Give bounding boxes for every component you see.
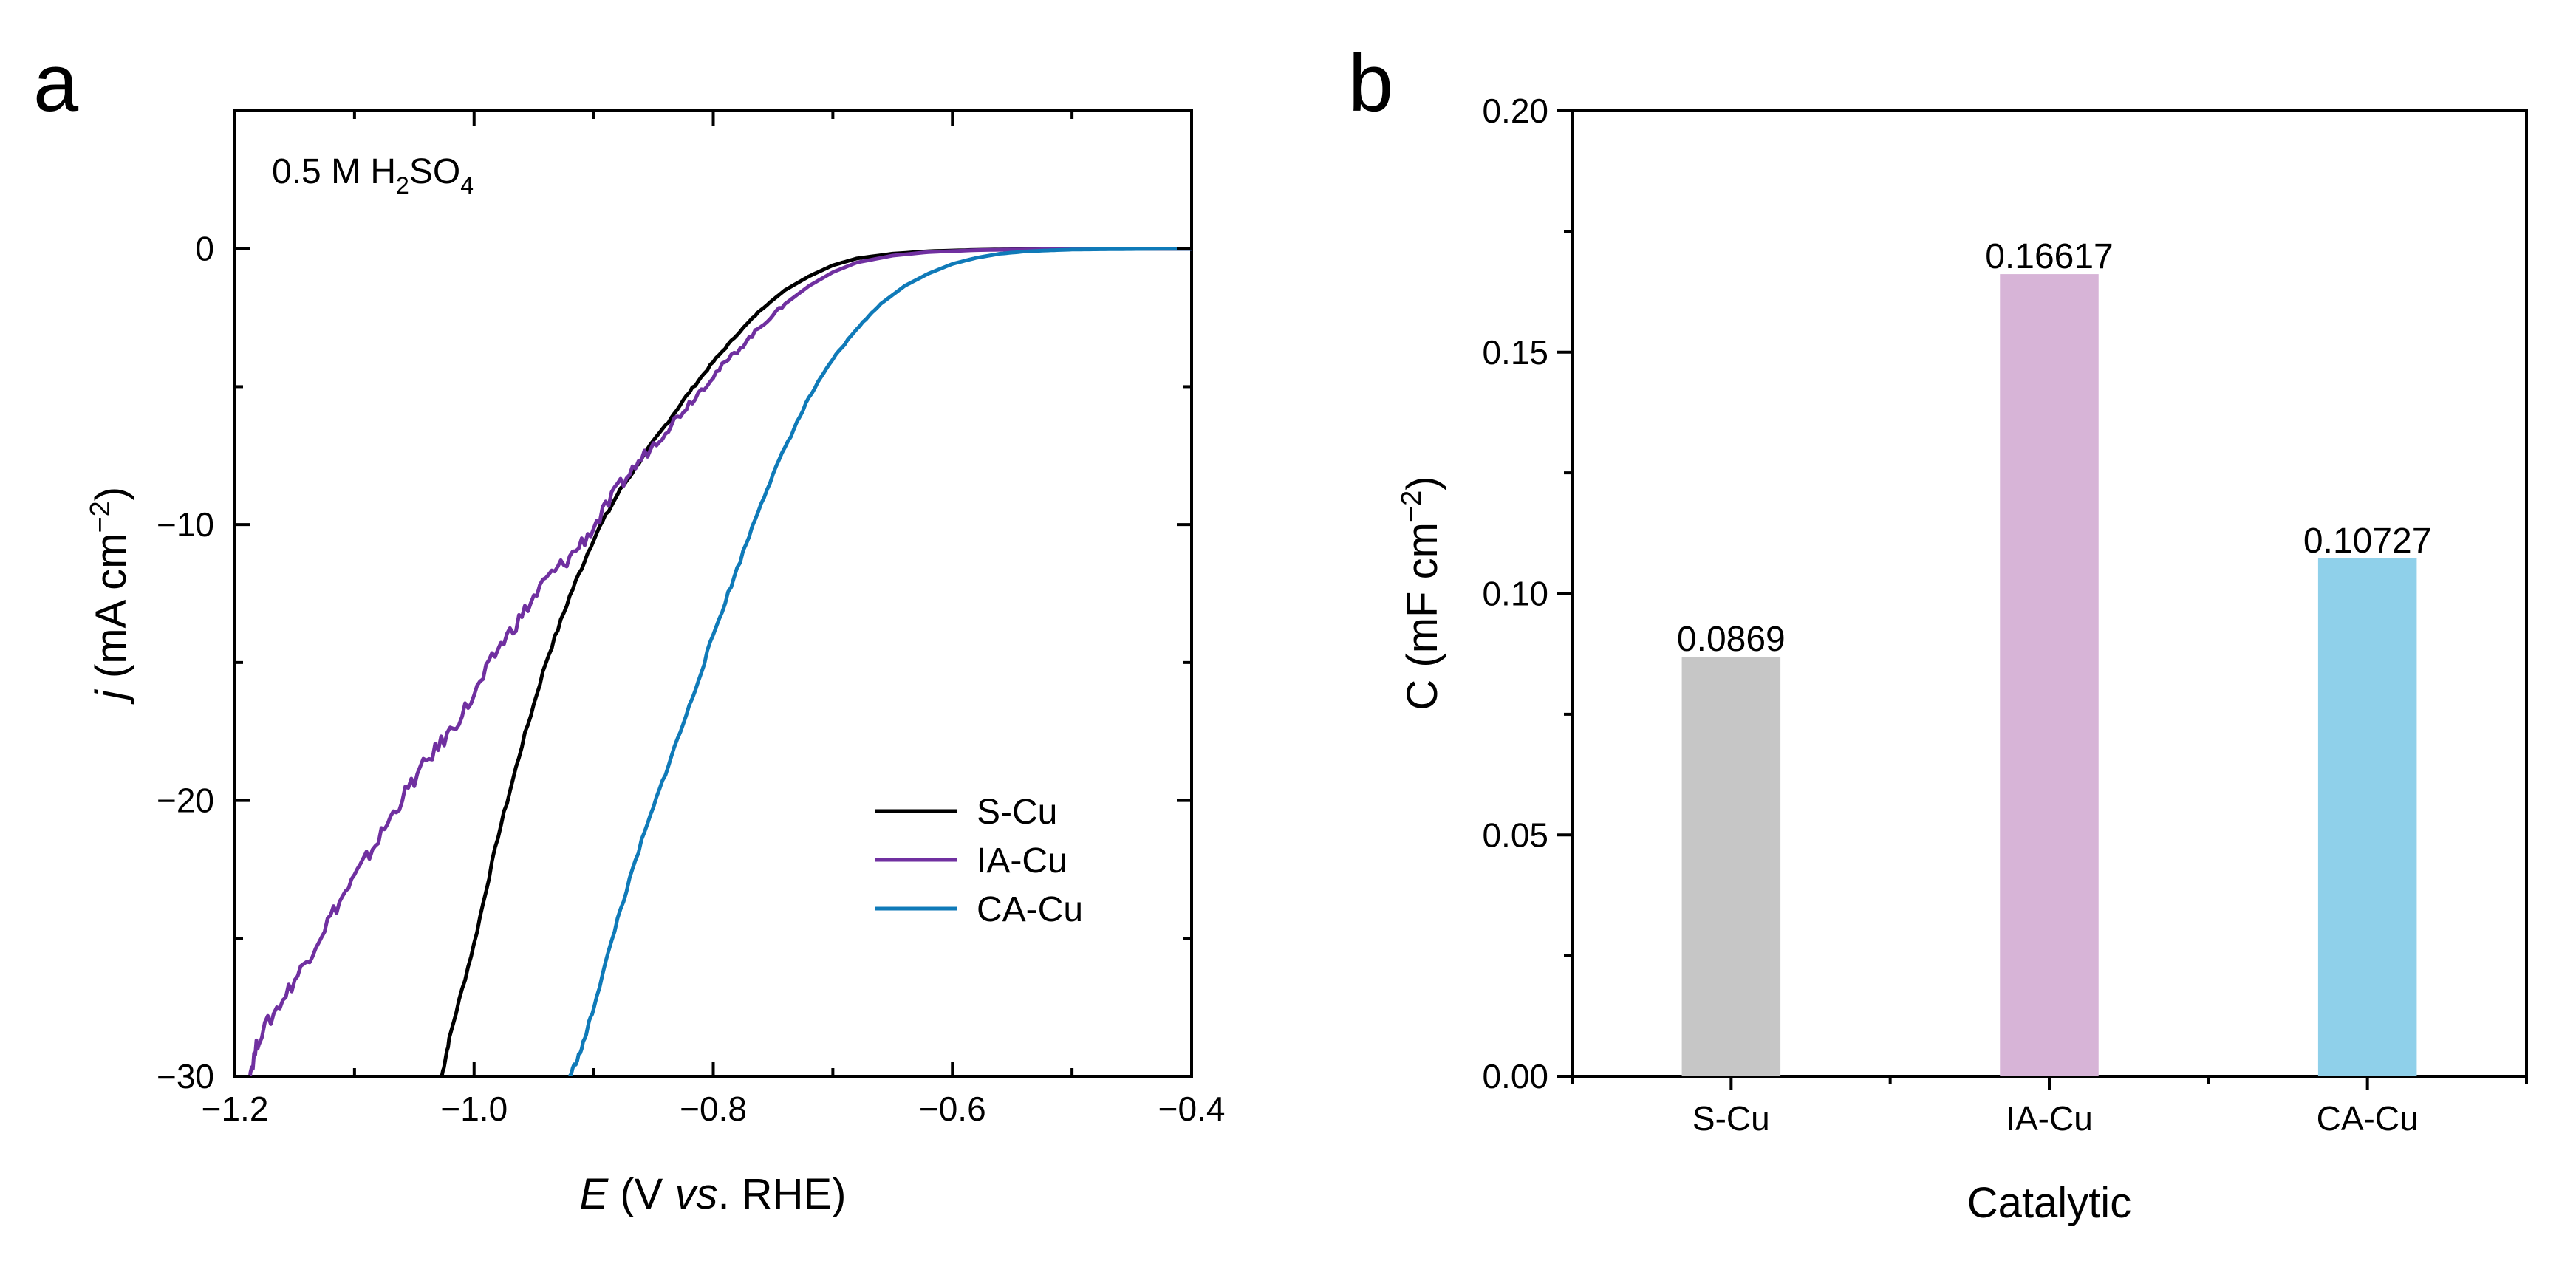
legend-label-ia-cu: IA-Cu (977, 841, 1067, 881)
y-tick-label: 0.05 (1482, 816, 1548, 854)
panel-a-y-ticks: −30 −20 −10 0 (157, 111, 1192, 1095)
bar-value-label: 0.10727 (2303, 522, 2432, 561)
x-tick-label: −0.4 (1158, 1090, 1226, 1128)
y-tick-label: 0.15 (1482, 333, 1548, 372)
bar-value-label: 0.16617 (1985, 237, 2114, 276)
y-tick-label: −20 (157, 782, 214, 820)
panel-a-series-group (249, 249, 1192, 1084)
panel-a-condition-label: 0.5 M H2SO4 (272, 152, 474, 199)
panel-b-label: b (1348, 38, 1393, 129)
x-tick-label: −0.6 (919, 1090, 986, 1128)
x-category-label: S-Cu (1692, 1099, 1770, 1138)
figure: a −1.2 −1.0 −0.8 −0.6 −0.4 −30−20−100 0.5 M … (0, 0, 2576, 1275)
bar-ia-cu (2000, 274, 2099, 1076)
x-tick-label: −1.0 (440, 1090, 508, 1128)
panel-b-x-axis-label: Catalytic (1967, 1179, 2131, 1227)
legend-label-s-cu: S-Cu (977, 793, 1057, 832)
panel-b-y-axis-label: C (mF cm−2) (1396, 476, 1446, 710)
panel-a-legend: S-Cu IA-Cu CA-Cu (875, 793, 1083, 929)
y-tick-label: −30 (157, 1057, 214, 1095)
y-tick-label: 0.10 (1482, 575, 1548, 613)
panel-a-x-axis-label: E (V vs. RHE) (580, 1170, 847, 1218)
x-category-label: IA-Cu (2006, 1099, 2093, 1138)
y-tick-label: 0.20 (1482, 92, 1548, 130)
bar-s-cu (1682, 657, 1781, 1076)
legend-label-ca-cu: CA-Cu (977, 890, 1083, 929)
series-line-ca-cu (570, 249, 1192, 1076)
panel-a-y-axis-label: j (mA cm−2) (85, 487, 135, 705)
panel-b-y-ticks: 0.00 0.05 0.10 0.15 0.20 (1482, 92, 1572, 1095)
panel-a-x-ticks: −1.2 −1.0 −0.8 −0.6 −0.4 (202, 111, 1226, 1128)
panel-a-label: a (33, 38, 79, 129)
bar-value-label: 0.0869 (1677, 620, 1786, 659)
panel-b-bars-group: 0.0869 0.16617 0.10727 (1677, 237, 2431, 1076)
y-tick-label: 0 (195, 230, 214, 268)
series-line-s-cu (442, 249, 1192, 1076)
x-tick-label: −0.8 (680, 1090, 747, 1128)
bar-ca-cu (2318, 558, 2417, 1076)
series-line-ia-cu (249, 249, 1192, 1084)
panel-a: a −1.2 −1.0 −0.8 −0.6 −0.4 −30−20−100 0.5 M … (33, 38, 1225, 1218)
y-tick-label: −10 (157, 505, 214, 544)
y-tick-label: 0.00 (1482, 1057, 1548, 1095)
panel-a-plot-frame (235, 111, 1192, 1076)
panel-b-x-ticks: S-Cu IA-Cu CA-Cu (1572, 1076, 2527, 1138)
panel-b: b 0.0869 0.16617 0.10727 S-Cu IA-Cu CA-Cu 0.… (1348, 38, 2527, 1227)
x-category-label: CA-Cu (2317, 1099, 2419, 1138)
